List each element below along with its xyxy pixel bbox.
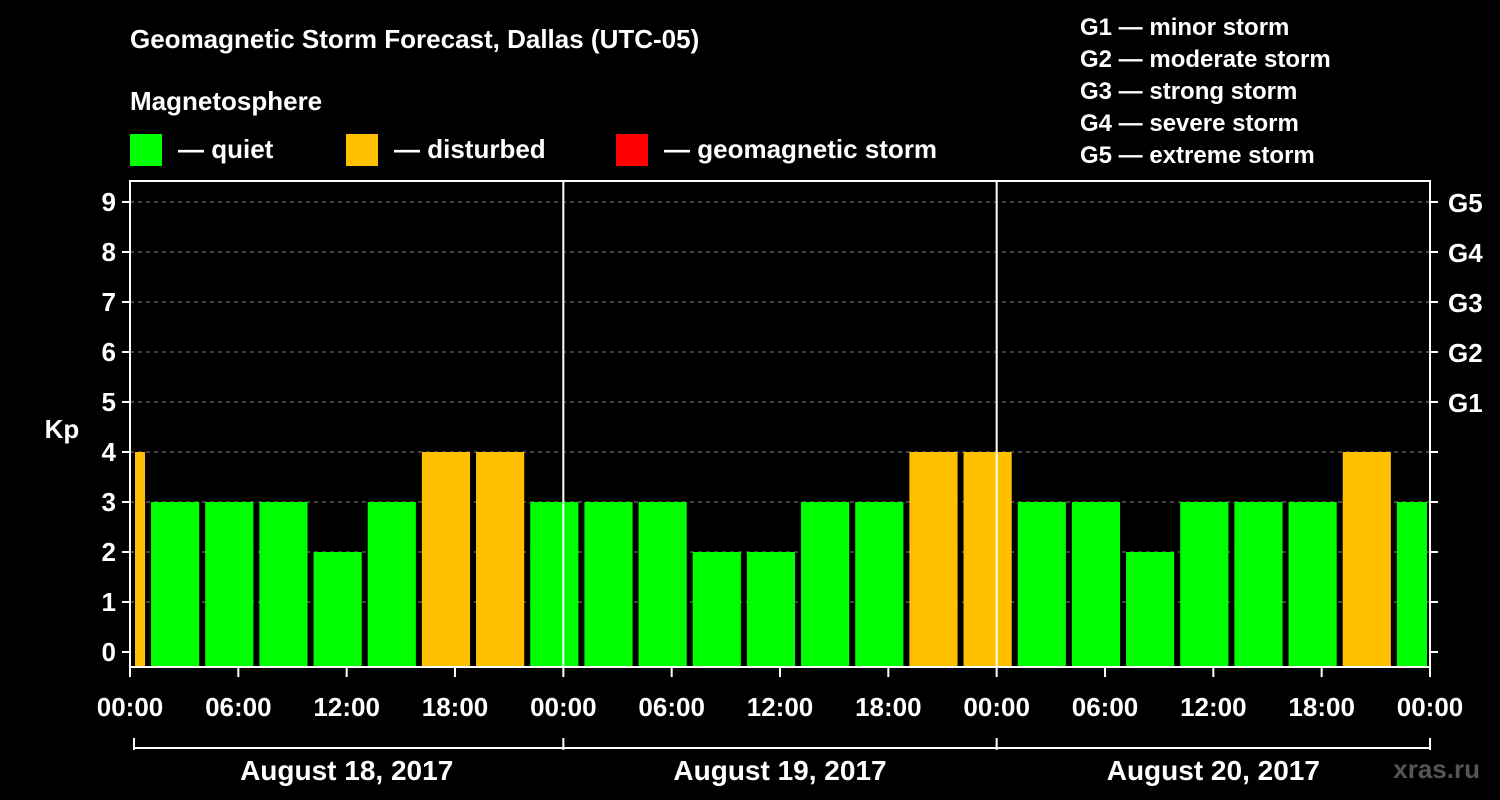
legend-label-storm: — geomagnetic storm bbox=[664, 134, 938, 164]
date-label: August 18, 2017 bbox=[240, 755, 453, 786]
bar-24 bbox=[1396, 502, 1427, 667]
x-tick-label: 18:00 bbox=[422, 692, 489, 722]
bar-6 bbox=[421, 452, 471, 667]
bar-17 bbox=[1017, 502, 1066, 667]
bar-7 bbox=[476, 452, 525, 667]
x-tick-label: 12:00 bbox=[1180, 692, 1247, 722]
x-tick-label: 18:00 bbox=[1288, 692, 1355, 722]
watermark: xras.ru bbox=[1393, 754, 1480, 784]
g-scale-label: G1 bbox=[1448, 388, 1483, 418]
y-tick-label: 7 bbox=[102, 287, 116, 317]
bar-5 bbox=[367, 502, 416, 667]
y-tick-label: 2 bbox=[102, 537, 116, 567]
y-tick-label: 0 bbox=[102, 637, 116, 667]
y-tick-label: 3 bbox=[102, 487, 116, 517]
bar-19 bbox=[1126, 552, 1175, 667]
bar-11 bbox=[692, 552, 741, 667]
bar-9 bbox=[584, 502, 633, 667]
legend-swatch-quiet bbox=[130, 134, 162, 166]
bar-20 bbox=[1180, 502, 1229, 667]
bar-18 bbox=[1071, 502, 1121, 667]
y-tick-label: 6 bbox=[102, 337, 116, 367]
bar-23 bbox=[1342, 452, 1391, 667]
chart-title: Geomagnetic Storm Forecast, Dallas (UTC-… bbox=[130, 24, 700, 54]
bar-14 bbox=[855, 502, 904, 667]
bar-3 bbox=[259, 502, 308, 667]
scale-g5: G5 — extreme storm bbox=[1080, 142, 1315, 169]
legend-swatch-disturbed bbox=[346, 134, 378, 166]
bar-12 bbox=[746, 552, 796, 667]
y-tick-label: 4 bbox=[102, 437, 117, 467]
y-tick-label: 9 bbox=[102, 187, 116, 217]
y-axis-label: Kp bbox=[45, 414, 80, 444]
date-label: August 20, 2017 bbox=[1107, 755, 1320, 786]
legend-label-quiet: — quiet bbox=[178, 134, 274, 164]
scale-g3: G3 — strong storm bbox=[1080, 78, 1298, 105]
bar-15 bbox=[909, 452, 958, 667]
x-tick-label: 00:00 bbox=[1397, 692, 1464, 722]
x-tick-label: 12:00 bbox=[747, 692, 814, 722]
y-tick-label: 5 bbox=[102, 387, 116, 417]
x-tick-label: 00:00 bbox=[530, 692, 597, 722]
bar-0 bbox=[135, 452, 146, 667]
legend-heading: Magnetosphere bbox=[130, 86, 323, 116]
x-tick-label: 12:00 bbox=[313, 692, 380, 722]
x-tick-label: 06:00 bbox=[1072, 692, 1139, 722]
bar-1 bbox=[151, 502, 200, 667]
x-tick-label: 00:00 bbox=[97, 692, 164, 722]
y-tick-label: 1 bbox=[102, 587, 116, 617]
legend-swatch-storm bbox=[616, 134, 648, 166]
bar-22 bbox=[1288, 502, 1337, 667]
legend-label-disturbed: — disturbed bbox=[394, 134, 546, 164]
bar-4 bbox=[313, 552, 362, 667]
g-scale-label: G2 bbox=[1448, 338, 1483, 368]
y-tick-label: 8 bbox=[102, 237, 116, 267]
scale-g1: G1 — minor storm bbox=[1080, 14, 1290, 41]
x-tick-label: 18:00 bbox=[855, 692, 922, 722]
bar-2 bbox=[205, 502, 254, 667]
bar-13 bbox=[801, 502, 850, 667]
scale-g2: G2 — moderate storm bbox=[1080, 46, 1331, 73]
g-scale-label: G4 bbox=[1448, 238, 1483, 268]
g-scale-label: G3 bbox=[1448, 288, 1483, 318]
x-tick-label: 00:00 bbox=[963, 692, 1030, 722]
x-tick-label: 06:00 bbox=[205, 692, 272, 722]
bar-21 bbox=[1234, 502, 1283, 667]
bar-16 bbox=[963, 452, 1012, 667]
scale-g4: G4 — severe storm bbox=[1080, 110, 1299, 137]
x-tick-label: 06:00 bbox=[638, 692, 705, 722]
bar-8 bbox=[530, 502, 579, 667]
bar-10 bbox=[638, 502, 687, 667]
date-label: August 19, 2017 bbox=[673, 755, 886, 786]
g-scale-label: G5 bbox=[1448, 188, 1483, 218]
